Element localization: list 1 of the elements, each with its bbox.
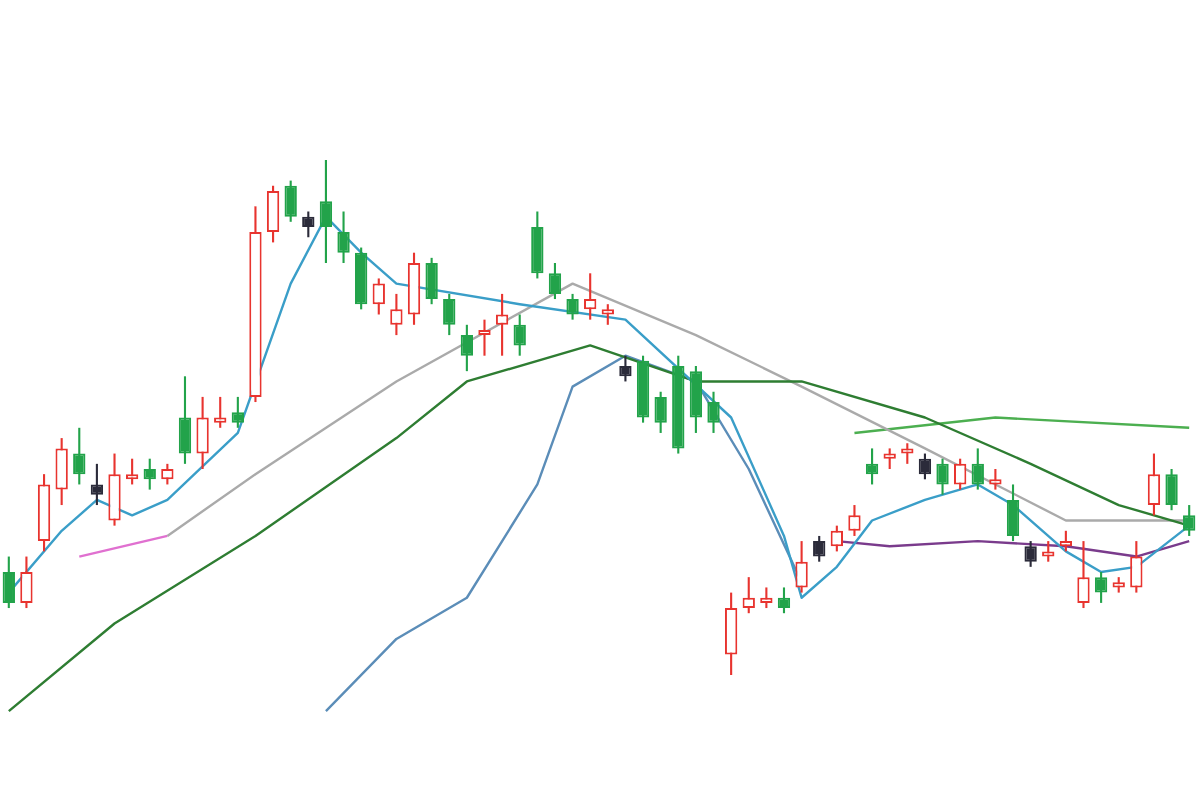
candlestick — [478, 319, 491, 356]
